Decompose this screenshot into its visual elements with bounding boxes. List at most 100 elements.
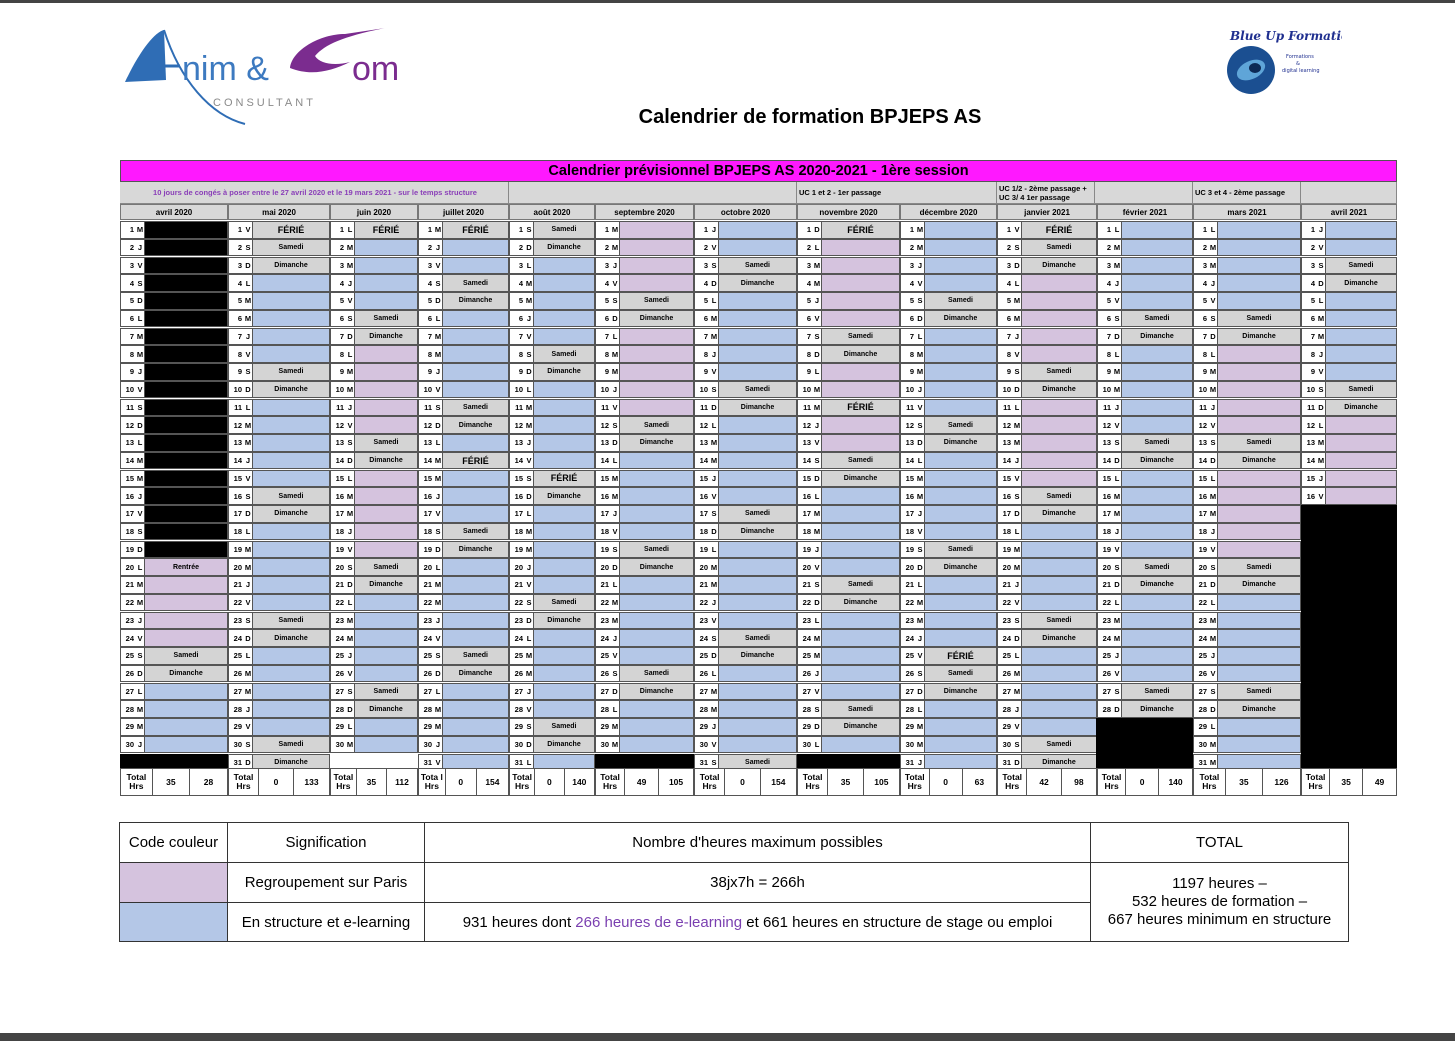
day-letter: D — [611, 559, 620, 575]
day-letter: M — [710, 683, 719, 700]
day-letter: V — [1209, 665, 1218, 682]
day-number: 31 — [695, 754, 710, 771]
day-structure — [145, 719, 227, 735]
calendar-day: 25 J — [330, 647, 418, 665]
day-structure — [253, 665, 329, 682]
day-sunday: Dimanche — [534, 364, 594, 380]
calendar-day: 11 V — [900, 398, 997, 417]
day-saturday: Samedi — [1218, 683, 1300, 700]
day-saturday: Samedi — [355, 559, 417, 575]
day-structure — [1022, 648, 1096, 664]
month-total-structure: 126 — [1274, 776, 1289, 787]
day-letter: J — [1317, 346, 1326, 362]
calendar-day: 22 M — [418, 593, 509, 612]
day-number: 16 — [1194, 488, 1209, 504]
month-total-structure: 98 — [1074, 776, 1084, 787]
day-structure — [253, 346, 329, 362]
calendar-day: 21 V — [509, 576, 595, 594]
calendar-day: 22 L — [1193, 593, 1301, 612]
day-saturday: Samedi — [443, 523, 508, 540]
day-letter: V — [136, 381, 145, 398]
day-letter: L — [244, 399, 253, 416]
day-letter: L — [611, 577, 620, 593]
day-structure — [443, 381, 508, 398]
day-number: 26 — [331, 665, 346, 682]
day-saturday: Samedi — [253, 612, 329, 629]
day-number: 19 — [229, 541, 244, 558]
day-letter: L — [346, 470, 355, 487]
day-regroupement — [145, 594, 227, 611]
month-total-regroupement: 42 — [1027, 769, 1062, 795]
day-regroupement — [1022, 417, 1096, 433]
calendar-day: 11 J — [330, 398, 418, 417]
calendar-day: 29 M — [120, 718, 228, 736]
calendar-day: 29 M — [900, 718, 997, 736]
day-letter: L — [813, 364, 822, 380]
day-unavailable — [145, 399, 227, 416]
day-number: 25 — [1098, 648, 1113, 664]
calendar-day: 10 L — [509, 380, 595, 399]
month-total-regroupement: 35 — [357, 769, 387, 795]
calendar-day: 24 D Dimanche — [228, 629, 330, 647]
calendar-day: 16 L — [797, 487, 900, 505]
month-total-label: Total Hrs — [695, 769, 726, 795]
day-letter: L — [813, 612, 822, 629]
calendar-day: 11 L — [997, 398, 1097, 417]
day-sunday: Dimanche — [534, 612, 594, 629]
calendar-day: 17 M — [1097, 505, 1193, 523]
day-letter: M — [136, 470, 145, 487]
day-number: 1 — [1194, 222, 1209, 238]
day-letter: V — [136, 506, 145, 522]
calendar-info-blank-5 — [1301, 182, 1397, 204]
day-structure — [443, 328, 508, 345]
day-number: 24 — [596, 630, 611, 646]
day-letter: L — [346, 594, 355, 611]
day-letter: D — [710, 523, 719, 540]
day-letter: M — [346, 239, 355, 256]
day-sunday: Dimanche — [822, 470, 899, 487]
day-letter: V — [434, 754, 443, 771]
day-sunday: Dimanche — [925, 435, 996, 451]
month-total-structure: 28 — [203, 776, 214, 787]
day-letter: S — [346, 559, 355, 575]
calendar-day: 26 V — [1193, 664, 1301, 683]
day-letter: S — [136, 648, 145, 664]
month-total-regroupement: 0 — [930, 769, 963, 795]
calendar-day: 10 S Samedi — [694, 380, 797, 399]
calendar-day: 23 M — [595, 611, 694, 630]
calendar-day: 26 S Samedi — [900, 664, 997, 683]
day-letter: V — [525, 577, 534, 593]
calendar-day: 23 J — [418, 611, 509, 630]
calendar-day: 27 V — [797, 682, 900, 701]
day-number: 30 — [1194, 736, 1209, 753]
calendar-day: 26 S Samedi — [595, 664, 694, 683]
day-unavailable — [145, 381, 227, 398]
day-letter: S — [1113, 683, 1122, 700]
day-number: 29 — [695, 719, 710, 735]
day-letter: L — [1317, 417, 1326, 433]
day-structure — [1122, 612, 1192, 629]
day-letter: D — [916, 559, 925, 575]
day-letter: D — [434, 293, 443, 309]
calendar-day: 12 M — [228, 416, 330, 434]
day-saturday: Samedi — [719, 630, 796, 646]
calendar-day: 26 M — [228, 664, 330, 683]
day-unavailable — [145, 523, 227, 540]
day-number: 14 — [596, 452, 611, 469]
calendar-day: 30 V — [694, 735, 797, 754]
day-number: 24 — [510, 630, 525, 646]
day-number: 25 — [798, 648, 813, 664]
day-letter: D — [346, 328, 355, 345]
day-number: 22 — [510, 594, 525, 611]
day-letter: J — [346, 523, 355, 540]
day-letter: D — [1209, 577, 1218, 593]
month-total: Total Hrs 35 112 — [330, 768, 418, 796]
window-bottom-border — [0, 1033, 1455, 1041]
calendar-day: 9 S Samedi — [228, 363, 330, 381]
day-number: 2 — [798, 239, 813, 256]
month-total-regroupement: 0 — [259, 769, 295, 795]
calendar-day: 1 S Samedi — [509, 221, 595, 239]
day-letter: M — [346, 257, 355, 274]
